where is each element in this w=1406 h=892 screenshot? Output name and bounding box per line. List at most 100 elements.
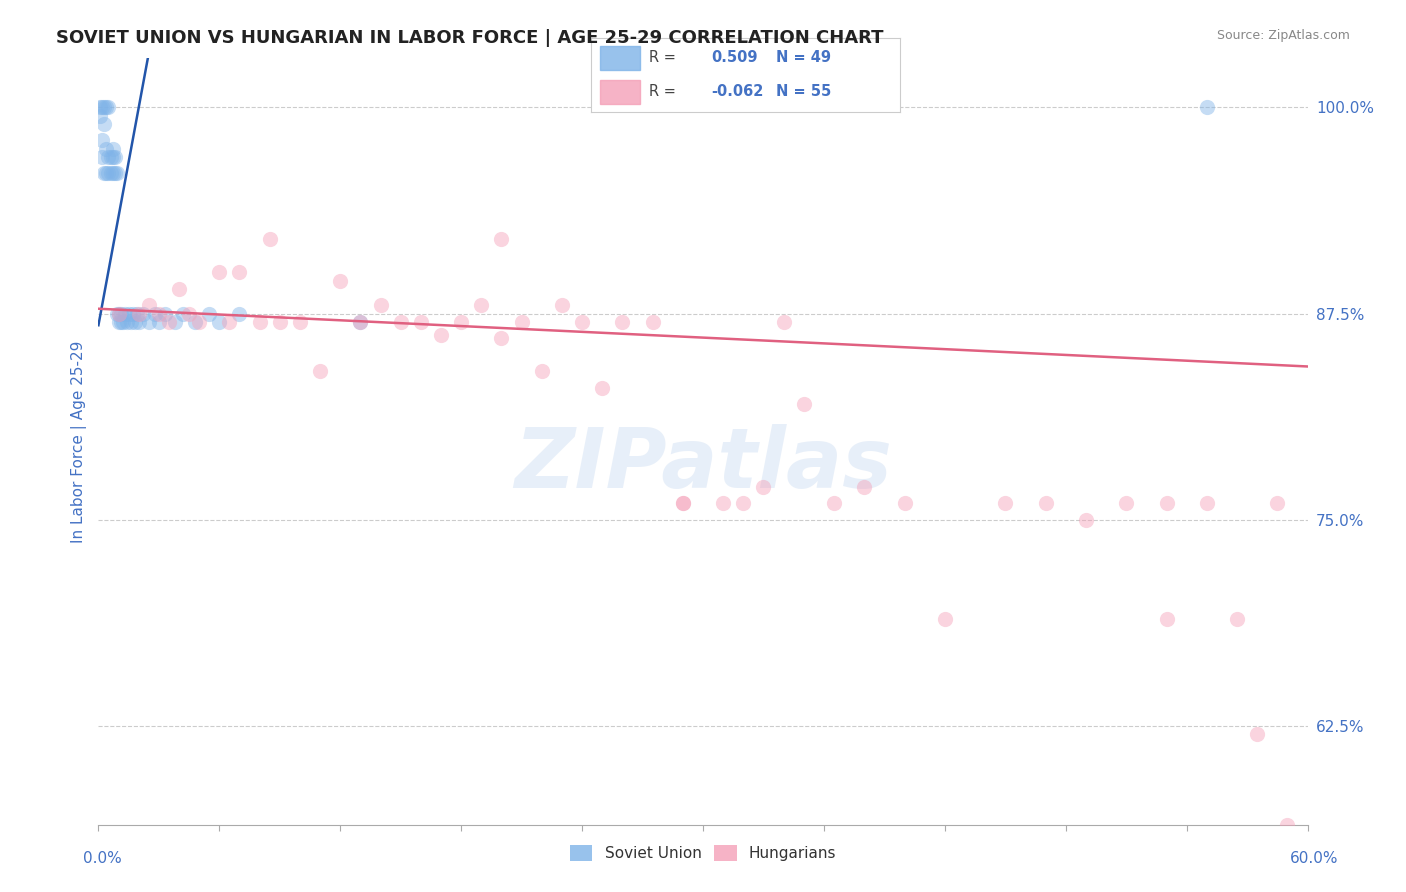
Point [370,298,392,312]
Point [138,315,160,329]
Point [1074,513,1097,527]
Point [612,315,634,329]
Point [198,307,221,321]
Point [249,315,271,329]
Text: Source: ZipAtlas.com: Source: ZipAtlas.com [1216,29,1350,42]
Point [470,298,492,312]
Point [288,315,311,329]
Point [228,307,250,321]
Point [96,142,118,156]
Point [157,315,180,329]
Point [105,307,128,321]
Point [128,307,150,321]
Point [793,397,815,411]
Point [107,315,129,329]
Point [994,496,1017,510]
Point [1267,496,1289,510]
Point [450,315,472,329]
Point [551,298,574,312]
Point [107,307,129,321]
Point [179,307,201,321]
Point [97,150,120,164]
Point [103,150,125,164]
Point [1156,612,1178,626]
Point [711,496,734,510]
Bar [600,80,640,104]
Point [125,307,148,321]
Point [107,307,129,321]
Point [103,166,125,180]
Point [1115,496,1137,510]
Point [641,315,664,329]
Point [93,100,115,114]
Point [329,274,352,288]
Point [208,315,231,329]
Point [121,307,143,321]
Point [96,166,118,180]
Point [530,364,553,378]
Text: R =: R = [650,50,681,65]
Point [100,166,122,180]
Point [100,150,122,164]
Point [1035,496,1057,510]
Point [491,331,513,345]
Text: ZIPatlas: ZIPatlas [515,424,891,505]
Point [89,109,111,123]
Point [571,315,593,329]
Point [269,315,291,329]
Point [97,100,120,114]
Point [96,100,118,114]
Point [218,315,240,329]
Point [163,315,186,329]
Point [1156,496,1178,510]
Bar [600,45,640,70]
Point [752,480,775,494]
Point [101,142,124,156]
Text: N = 55: N = 55 [776,84,831,99]
Text: SOVIET UNION VS HUNGARIAN IN LABOR FORCE | AGE 25-29 CORRELATION CHART: SOVIET UNION VS HUNGARIAN IN LABOR FORCE… [56,29,884,46]
Point [93,117,115,131]
Point [91,133,114,147]
Point [1277,818,1299,832]
Point [934,612,956,626]
Point [128,315,150,329]
Point [672,496,695,510]
Point [110,315,132,329]
Point [1226,612,1249,626]
Point [309,364,332,378]
Point [97,166,120,180]
Point [115,315,138,329]
Point [89,100,111,114]
Point [143,307,166,321]
Point [430,328,453,343]
Point [124,315,146,329]
Y-axis label: In Labor Force | Age 25-29: In Labor Force | Age 25-29 [72,341,87,542]
Point [101,166,124,180]
Point [491,232,513,246]
Point [591,381,613,395]
Point [111,315,134,329]
Point [118,307,141,321]
Point [733,496,755,510]
Point [110,307,132,321]
Point [259,232,281,246]
Point [91,150,114,164]
Text: R =: R = [650,84,681,99]
Point [228,265,250,279]
Point [1195,496,1218,510]
Point [91,100,114,114]
Point [138,298,160,312]
Point [208,265,231,279]
Text: 0.509: 0.509 [711,50,758,65]
Point [349,315,371,329]
Point [389,315,412,329]
Point [772,315,794,329]
Point [93,166,115,180]
Text: 0.0%: 0.0% [83,851,122,865]
Point [148,315,170,329]
Point [1246,727,1268,741]
Point [893,496,915,510]
Text: -0.062: -0.062 [711,84,763,99]
Point [672,496,695,510]
Point [167,282,190,296]
